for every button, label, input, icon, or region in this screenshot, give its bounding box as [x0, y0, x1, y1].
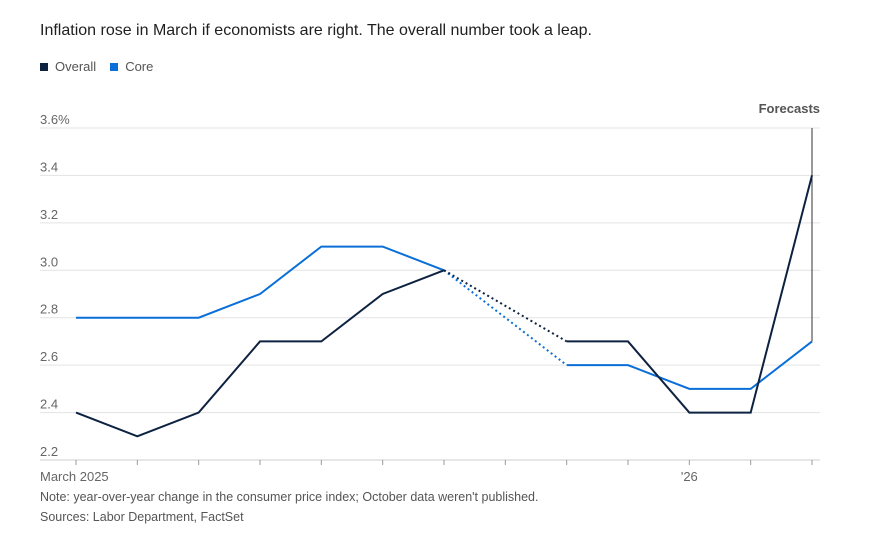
legend-swatch-core [110, 62, 119, 71]
series-line-core [566, 340, 813, 390]
series-line-core [76, 245, 445, 319]
y-tick-label: 3.4 [40, 159, 58, 174]
y-tick-label: 3.6% [40, 112, 70, 127]
x-tick-label: '26 [681, 469, 698, 484]
y-tick-label: 3.2 [40, 207, 58, 222]
y-tick-label: 2.8 [40, 302, 58, 317]
y-tick-label: 3.0 [40, 254, 58, 269]
series-gap-overall [443, 269, 568, 343]
forecast-label: Forecasts [759, 101, 820, 116]
y-tick-label: 2.2 [40, 444, 58, 459]
legend-swatch-overall [40, 62, 48, 71]
series-line-overall [566, 175, 813, 414]
y-tick-label: 2.6 [40, 349, 58, 364]
legend: Overall Core [40, 59, 167, 74]
y-tick-label: 2.4 [40, 397, 58, 412]
legend-label-core: Core [125, 59, 154, 74]
legend-item-core: Core [110, 59, 153, 74]
chart-title: Inflation rose in March if economists ar… [40, 22, 592, 39]
legend-item-overall: Overall [40, 59, 96, 74]
series-line-overall [75, 269, 445, 438]
chart-sources: Sources: Labor Department, FactSet [40, 510, 244, 524]
series-gap-core [443, 269, 568, 366]
legend-label-overall: Overall [55, 59, 97, 74]
chart-note: Note: year-over-year change in the consu… [40, 490, 539, 504]
x-tick-label: March 2025 [40, 469, 109, 484]
